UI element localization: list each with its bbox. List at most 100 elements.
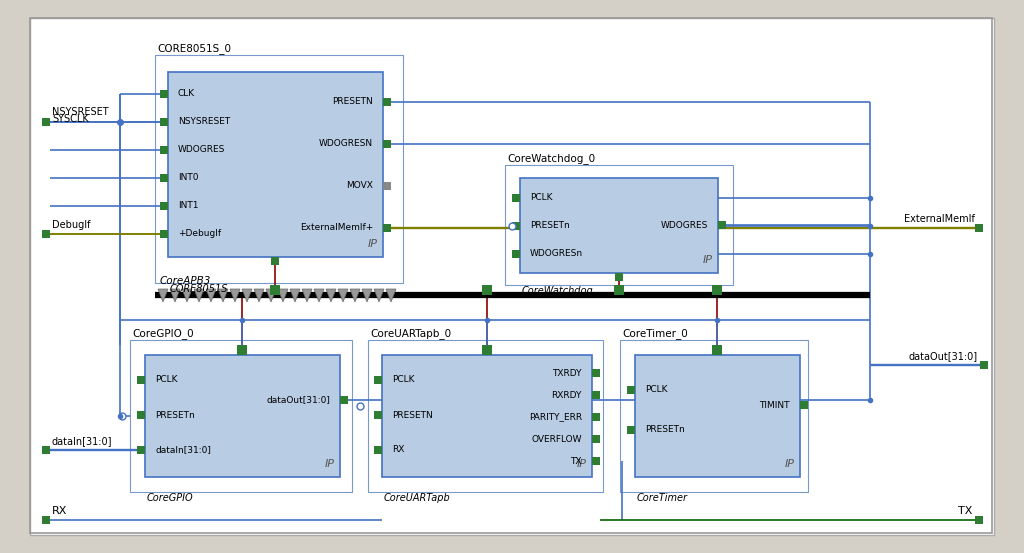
Text: CORE8051S: CORE8051S — [170, 284, 228, 294]
Text: NSYSRESET: NSYSRESET — [52, 107, 109, 117]
Text: CLK: CLK — [178, 90, 196, 98]
Text: ExternalMemIf: ExternalMemIf — [904, 214, 975, 224]
Text: PCLK: PCLK — [645, 385, 668, 394]
Polygon shape — [170, 289, 180, 302]
Bar — [512, 194, 520, 202]
Text: RX: RX — [52, 506, 68, 516]
Text: dataIn[31:0]: dataIn[31:0] — [155, 446, 211, 455]
Bar — [160, 90, 168, 98]
Polygon shape — [158, 289, 168, 302]
Bar — [160, 230, 168, 238]
Bar — [42, 118, 50, 126]
Polygon shape — [206, 289, 216, 302]
Bar — [980, 361, 988, 369]
Text: CoreTimer_0: CoreTimer_0 — [622, 328, 688, 340]
Text: CoreWatchdog_0: CoreWatchdog_0 — [507, 154, 595, 164]
Polygon shape — [350, 289, 360, 302]
Polygon shape — [326, 289, 336, 302]
Bar — [145, 355, 340, 477]
Text: INT0: INT0 — [178, 174, 199, 182]
Bar — [340, 396, 348, 404]
Bar — [160, 174, 168, 182]
Bar — [592, 369, 600, 377]
Polygon shape — [386, 289, 396, 302]
Bar — [160, 146, 168, 154]
Bar — [137, 446, 145, 454]
Text: IP: IP — [325, 459, 335, 469]
Text: MOVX: MOVX — [346, 181, 373, 190]
Text: dataOut[31:0]: dataOut[31:0] — [909, 351, 978, 361]
Text: CORE8051S_0: CORE8051S_0 — [157, 44, 231, 54]
Polygon shape — [218, 289, 228, 302]
Text: CoreTimer: CoreTimer — [637, 493, 688, 503]
Text: NSYSRESET: NSYSRESET — [178, 117, 230, 127]
Bar — [368, 340, 603, 492]
Polygon shape — [302, 289, 312, 302]
Bar — [130, 340, 352, 492]
Text: WDOGRESn: WDOGRESn — [530, 249, 583, 258]
Bar — [482, 345, 492, 355]
Text: IP: IP — [785, 459, 795, 469]
Polygon shape — [290, 289, 300, 302]
Bar — [800, 401, 808, 409]
Bar — [383, 140, 391, 148]
Text: INT1: INT1 — [178, 201, 199, 211]
Bar — [512, 222, 520, 230]
Text: RX: RX — [392, 446, 404, 455]
Text: WDOGRES: WDOGRES — [660, 221, 708, 229]
Bar — [627, 386, 635, 394]
Bar — [712, 345, 722, 355]
Text: CoreGPIO_0: CoreGPIO_0 — [132, 328, 194, 340]
Text: CoreUARTapb: CoreUARTapb — [384, 493, 451, 503]
Text: TXRDY: TXRDY — [553, 368, 582, 378]
Bar — [482, 285, 492, 295]
Bar — [237, 345, 247, 355]
Bar — [271, 257, 279, 265]
Polygon shape — [182, 289, 193, 302]
Bar — [137, 411, 145, 419]
Text: WDOGRESN: WDOGRESN — [318, 139, 373, 149]
Bar — [374, 376, 382, 384]
Bar — [42, 516, 50, 524]
Bar — [614, 285, 624, 295]
Bar — [383, 224, 391, 232]
Text: ExternalMemIf+: ExternalMemIf+ — [300, 223, 373, 232]
Polygon shape — [242, 289, 252, 302]
Bar — [160, 118, 168, 126]
Text: IP: IP — [577, 459, 587, 469]
Text: PCLK: PCLK — [155, 375, 177, 384]
Polygon shape — [194, 289, 204, 302]
Bar — [520, 178, 718, 273]
Text: PCLK: PCLK — [530, 194, 553, 202]
Bar — [155, 55, 403, 283]
Polygon shape — [278, 289, 288, 302]
Text: OVERFLOW: OVERFLOW — [531, 435, 582, 444]
Text: PCLK: PCLK — [392, 375, 415, 384]
Bar — [627, 426, 635, 434]
Text: PRESETn: PRESETn — [155, 410, 195, 420]
Polygon shape — [314, 289, 324, 302]
Polygon shape — [266, 289, 276, 302]
Bar — [374, 446, 382, 454]
Text: CoreUARTapb_0: CoreUARTapb_0 — [370, 328, 452, 340]
Bar — [718, 221, 726, 229]
Bar — [42, 446, 50, 454]
Bar — [382, 355, 592, 477]
Text: dataIn[31:0]: dataIn[31:0] — [52, 436, 113, 446]
Text: PRESETn: PRESETn — [530, 222, 569, 231]
Bar — [712, 285, 722, 295]
Text: CoreGPIO: CoreGPIO — [147, 493, 194, 503]
Bar — [592, 391, 600, 399]
Bar — [374, 411, 382, 419]
Bar — [615, 273, 623, 281]
Bar — [975, 224, 983, 232]
Bar — [42, 230, 50, 238]
Polygon shape — [362, 289, 372, 302]
Bar — [592, 457, 600, 465]
Text: CoreWatchdog: CoreWatchdog — [522, 286, 594, 296]
Polygon shape — [338, 289, 348, 302]
Bar — [270, 285, 280, 295]
Text: TIMINT: TIMINT — [760, 400, 790, 410]
Bar — [42, 118, 50, 126]
Text: PARITY_ERR: PARITY_ERR — [528, 413, 582, 421]
